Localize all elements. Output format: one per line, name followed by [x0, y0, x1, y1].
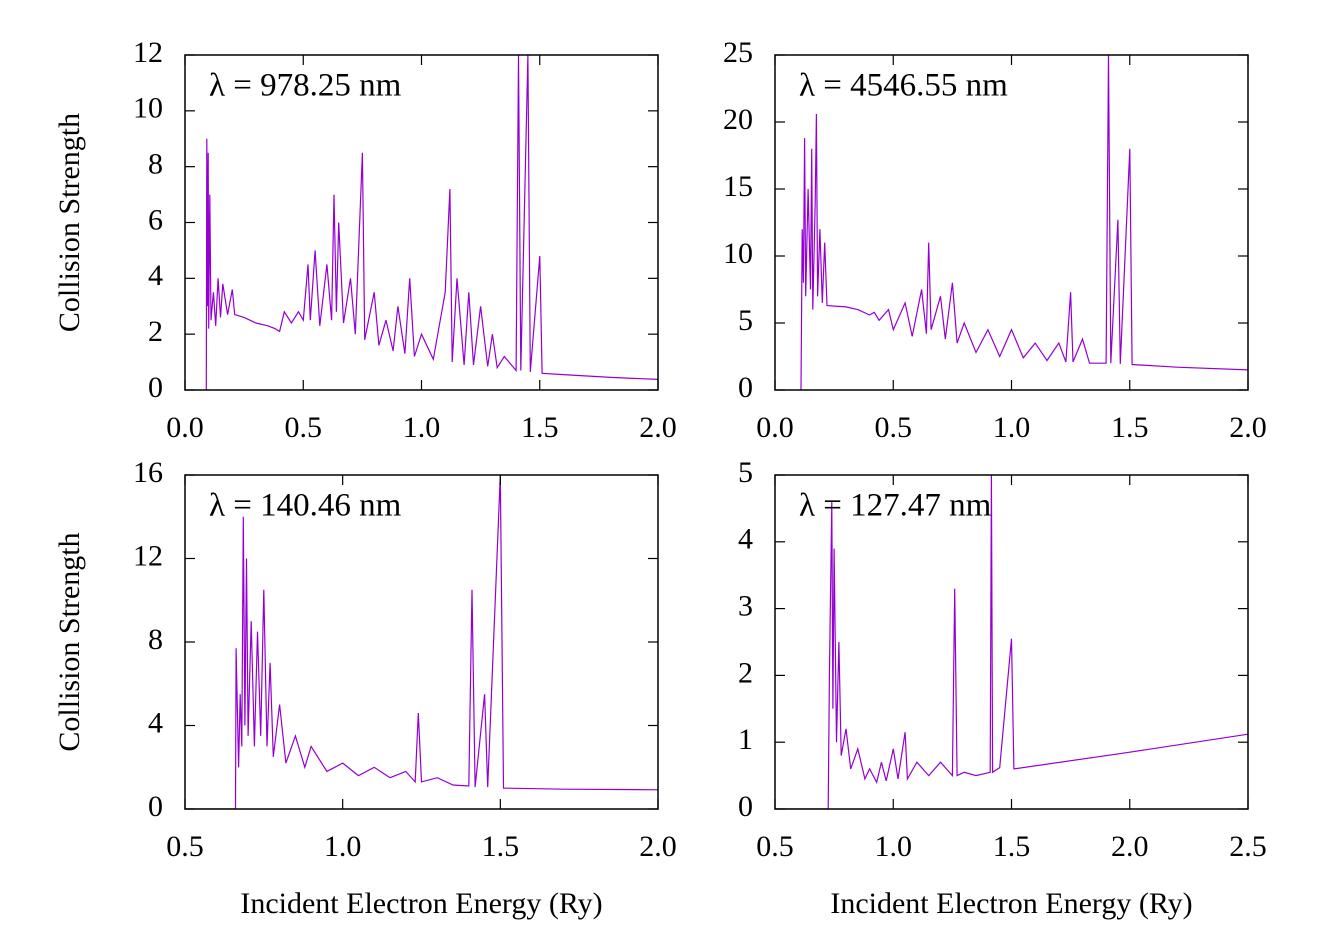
- x-tick-label: 1.5: [482, 830, 520, 863]
- x-tick-label: 2.0: [1111, 830, 1149, 863]
- y-tick-label: 4: [148, 706, 163, 739]
- x-tick-label: 2.5: [1229, 830, 1267, 863]
- y-tick-label: 12: [133, 539, 163, 572]
- x-tick-label: 2.0: [639, 411, 677, 444]
- x-tick-label: 0.0: [756, 411, 794, 444]
- x-tick-label: 0.5: [756, 830, 794, 863]
- y-tick-label: 0: [148, 371, 163, 404]
- x-tick-label: 0.5: [166, 830, 204, 863]
- plot-frame: [184, 54, 659, 391]
- x-tick-label: 0.0: [166, 411, 204, 444]
- y-tick-label: 8: [148, 148, 163, 181]
- y-tick-label: 20: [723, 103, 753, 136]
- x-tick-label: 0.5: [875, 411, 913, 444]
- y-tick-label: 3: [738, 589, 753, 622]
- y-tick-label: 25: [723, 36, 753, 69]
- y-tick-label: 1: [738, 723, 753, 756]
- panel: 0.0 0.5 1.0 1.5 2.0 0 5 10 15 20 25 λ = 4546.55 nm: [723, 36, 1267, 444]
- data-line: [800, 55, 1248, 390]
- x-tick-label: 2.0: [639, 830, 677, 863]
- y-tick-label: 0: [148, 790, 163, 823]
- y-tick-label: 15: [723, 170, 753, 203]
- y-axis-label: Collision Strength: [53, 532, 86, 751]
- annotation: λ = 140.46 nm: [209, 488, 402, 524]
- y-tick-label: 2: [148, 315, 163, 348]
- x-tick-label: 2.0: [1229, 411, 1267, 444]
- y-tick-label: 0: [738, 790, 753, 823]
- y-axis-label: Collision Strength: [53, 113, 86, 332]
- y-tick-label: 10: [133, 92, 163, 125]
- data-line: [775, 475, 1248, 809]
- x-tick-label: 1.5: [1111, 411, 1149, 444]
- panel: 0.5 1.0 1.5 2.0 0 4 8 12 16 λ = 140.46 nm Collisio…: [53, 456, 677, 920]
- x-tick-label: 1.0: [875, 830, 913, 863]
- y-tick-label: 5: [738, 304, 753, 337]
- y-tick-label: 5: [738, 456, 753, 489]
- annotation: λ = 4546.55 nm: [799, 68, 1008, 104]
- x-tick-label: 0.5: [285, 411, 323, 444]
- y-tick-label: 12: [133, 36, 163, 69]
- y-tick-label: 2: [738, 656, 753, 689]
- y-tick-label: 8: [148, 623, 163, 656]
- panel: 0.0 0.5 1.0 1.5 2.0 0 2 4 6 8 10 12 λ = 978.25 nm Col…: [53, 36, 677, 444]
- x-axis-label: Incident Electron Energy (Ry): [240, 887, 602, 920]
- x-tick-label: 1.0: [993, 411, 1031, 444]
- data-line: [185, 475, 658, 809]
- y-tick-label: 4: [148, 259, 163, 292]
- annotation: λ = 978.25 nm: [209, 68, 402, 104]
- y-tick-label: 4: [738, 523, 753, 556]
- x-tick-label: 1.5: [993, 830, 1031, 863]
- y-tick-label: 16: [133, 456, 163, 489]
- x-tick-label: 1.0: [324, 830, 362, 863]
- x-axis-label: Incident Electron Energy (Ry): [830, 887, 1192, 920]
- y-tick-label: 6: [148, 203, 163, 236]
- y-tick-label: 10: [723, 237, 753, 270]
- x-tick-label: 1.0: [403, 411, 441, 444]
- annotation: λ = 127.47 nm: [799, 488, 992, 524]
- y-tick-label: 0: [738, 371, 753, 404]
- plot-frame: [774, 54, 1249, 391]
- panel: 0.5 1.0 1.5 2.0 2.5 0 1 2 3 4 5 λ = 127.47 nm Incide…: [738, 456, 1267, 920]
- plot-frame: [184, 474, 659, 810]
- x-tick-label: 1.5: [521, 411, 559, 444]
- data-line: [205, 55, 658, 390]
